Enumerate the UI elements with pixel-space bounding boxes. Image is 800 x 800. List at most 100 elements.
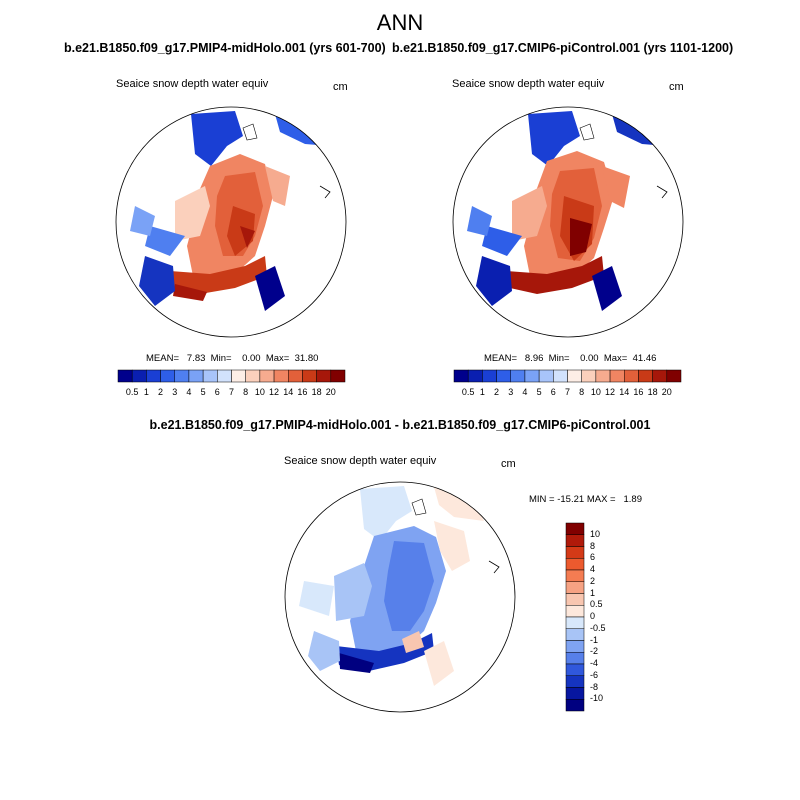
colorbar-swatch (565, 628, 585, 641)
panel-1-variable-label: Seaice snow depth water equiv (116, 78, 269, 90)
panel-3-case-title: b.e21.B1850.f09_g17.PMIP4-midHolo.001 - … (149, 418, 651, 432)
colorbar-tick-label: 6 (214, 387, 220, 397)
colorbar-tick-label: 7 (564, 387, 570, 397)
colorbar-swatch (538, 369, 554, 383)
colorbar-tick-label: 14 (619, 387, 630, 397)
colorbar-tick-label: 2 (494, 387, 500, 397)
colorbar-swatch (565, 605, 585, 618)
colorbar-swatch (609, 369, 625, 383)
colorbar-swatch (565, 652, 585, 665)
colorbar-tick-label: 16 (633, 387, 644, 397)
panel-3-colorbar-labels: 10 8 6 4 2 1 0.5 0 -0.5 -1 -2 -4 -6 -8 -10 (590, 523, 630, 711)
colorbar-tick-label: -2 (590, 646, 599, 657)
colorbar-swatch (565, 546, 585, 559)
colorbar-swatch (188, 369, 204, 383)
colorbar-tick-label: -6 (590, 669, 599, 680)
panel-3-stats: MIN = -15.21 MAX = 1.89 (529, 494, 642, 505)
panel-2-units-label: cm (669, 81, 684, 93)
panel-2-stats: MEAN= 8.96 Min= 0.00 Max= 41.46 (484, 353, 657, 364)
colorbar-tick-label: 0.5 (461, 387, 475, 397)
colorbar-tick-label: 4 (522, 387, 528, 397)
colorbar-swatch (174, 369, 190, 383)
colorbar-tick-label: 8 (243, 387, 249, 397)
colorbar-swatch (202, 369, 218, 383)
colorbar-swatch (510, 369, 526, 383)
colorbar-swatch (160, 369, 175, 383)
colorbar-swatch (666, 369, 682, 383)
colorbar-tick-label: 1 (479, 387, 485, 397)
colorbar-swatch (453, 369, 469, 383)
colorbar-swatch (288, 369, 303, 383)
colorbar-swatch (567, 369, 582, 383)
colorbar-tick-label: 6 (590, 552, 596, 563)
colorbar-tick-label: 10 (590, 387, 601, 397)
colorbar-swatch (565, 569, 585, 582)
colorbar-tick-label: 5 (536, 387, 542, 397)
colorbar-swatch (565, 522, 585, 535)
colorbar-tick-label: 14 (283, 387, 294, 397)
colorbar-swatch (330, 369, 346, 383)
panel-3-polar-map (284, 481, 516, 713)
colorbar-swatch (565, 640, 585, 653)
colorbar-tick-label: 18 (311, 387, 322, 397)
colorbar-swatch (496, 369, 511, 383)
colorbar-tick-label: 1 (143, 387, 149, 397)
colorbar-swatch (652, 369, 668, 383)
colorbar-swatch (245, 369, 261, 383)
panel-2-polar-map (452, 106, 684, 338)
colorbar-tick-label: 0.5 (125, 387, 139, 397)
panel-3-units-label: cm (501, 458, 516, 470)
panel-1-polar-map (115, 106, 347, 338)
colorbar-tick-label: -0.5 (590, 622, 606, 633)
colorbar-tick-label: 2 (590, 575, 596, 586)
colorbar-swatch (259, 369, 275, 383)
colorbar-swatch (581, 369, 597, 383)
panel-1-stats: MEAN= 7.83 Min= 0.00 Max= 31.80 (146, 353, 319, 364)
colorbar-tick-label: 12 (269, 387, 280, 397)
colorbar-swatch (565, 687, 585, 700)
colorbar-swatch (467, 369, 483, 383)
panel-2-case-title: b.e21.B1850.f09_g17.CMIP6-piControl.001 … (392, 41, 734, 55)
colorbar-swatch (146, 369, 161, 383)
panel-1-colorbar-labels: 0.5 1 2 3 4 5 6 7 8 10 12 14 16 18 20 (118, 387, 345, 399)
colorbar-tick-label: 7 (228, 387, 234, 397)
colorbar-tick-label: 16 (297, 387, 308, 397)
colorbar-tick-label: 1 (590, 587, 596, 598)
colorbar-swatch (565, 675, 585, 688)
colorbar-swatch (482, 369, 497, 383)
colorbar-tick-label: 20 (661, 387, 672, 397)
colorbar-swatch (524, 369, 540, 383)
colorbar-tick-label: 4 (186, 387, 192, 397)
panel-1-case-title: b.e21.B1850.f09_g17.PMIP4-midHolo.001 (y… (64, 41, 386, 55)
colorbar-swatch (131, 369, 147, 383)
colorbar-swatch (217, 369, 232, 383)
colorbar-swatch (624, 369, 639, 383)
colorbar-swatch (565, 534, 585, 547)
colorbar-swatch (565, 593, 585, 606)
colorbar-tick-label: 0 (590, 611, 596, 621)
colorbar-swatch (117, 369, 133, 383)
colorbar-tick-label: 8 (590, 540, 596, 551)
colorbar-swatch (565, 581, 585, 594)
colorbar-tick-label: 0.5 (590, 599, 603, 610)
colorbar-swatch (565, 558, 585, 571)
figure-title: ANN (376, 10, 424, 35)
colorbar-swatch (638, 369, 653, 383)
panel-3-colorbar (565, 522, 585, 712)
colorbar-tick-label: -1 (590, 634, 599, 645)
colorbar-tick-label: 20 (325, 387, 336, 397)
colorbar-tick-label: 5 (200, 387, 206, 397)
colorbar-tick-label: 3 (172, 387, 178, 397)
colorbar-tick-label: 12 (605, 387, 616, 397)
colorbar-swatch (595, 369, 611, 383)
panel-1-units-label: cm (333, 81, 348, 93)
colorbar-tick-label: 4 (590, 564, 596, 574)
colorbar-swatch (565, 616, 585, 629)
colorbar-tick-label: 10 (590, 528, 601, 539)
colorbar-swatch (231, 369, 246, 383)
colorbar-tick-label: -4 (590, 658, 599, 668)
panel-1-colorbar (117, 369, 346, 383)
colorbar-swatch (565, 663, 585, 676)
colorbar-tick-label: -8 (590, 681, 599, 692)
colorbar-tick-label: 10 (254, 387, 265, 397)
